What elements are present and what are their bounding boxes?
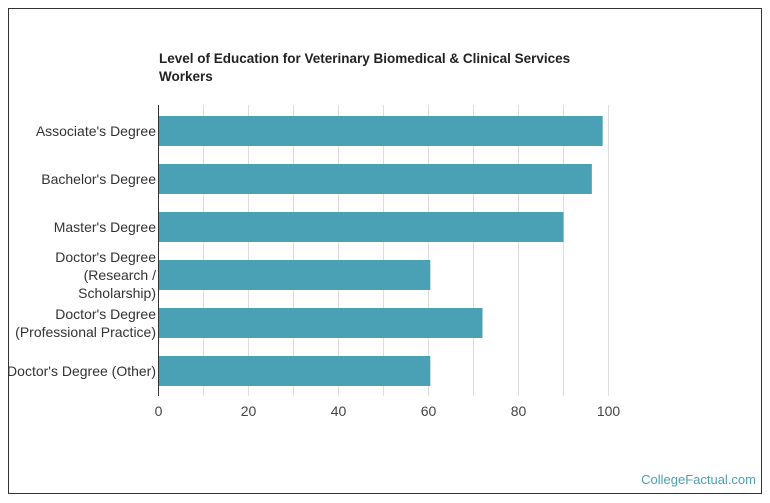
category-label: Doctor's Degree bbox=[55, 306, 156, 322]
x-tick-label: 0 bbox=[155, 403, 163, 419]
category-label: (Professional Practice) bbox=[15, 324, 156, 340]
x-tick-label: 80 bbox=[511, 403, 527, 419]
category-label: Scholarship) bbox=[78, 285, 156, 301]
category-label: Associate's Degree bbox=[36, 123, 156, 139]
chart-title: Level of Education for Veterinary Biomed… bbox=[159, 51, 571, 84]
x-tick-label: 100 bbox=[597, 403, 621, 419]
bar bbox=[158, 116, 603, 146]
bar bbox=[158, 308, 483, 338]
bar bbox=[158, 164, 592, 194]
x-tick-label: 20 bbox=[241, 403, 257, 419]
bar bbox=[158, 260, 431, 290]
category-label: Doctor's Degree (Other) bbox=[7, 363, 156, 379]
bar bbox=[158, 356, 431, 386]
x-tick-label: 40 bbox=[331, 403, 347, 419]
bar bbox=[158, 212, 564, 242]
category-label: Master's Degree bbox=[54, 219, 156, 235]
category-label: (Research / bbox=[84, 267, 156, 283]
category-label: Bachelor's Degree bbox=[41, 171, 156, 187]
credit-link[interactable]: CollegeFactual.com bbox=[641, 472, 756, 487]
x-tick-label: 60 bbox=[421, 403, 437, 419]
chart-frame bbox=[8, 8, 762, 494]
category-label: Doctor's Degree bbox=[55, 249, 156, 265]
